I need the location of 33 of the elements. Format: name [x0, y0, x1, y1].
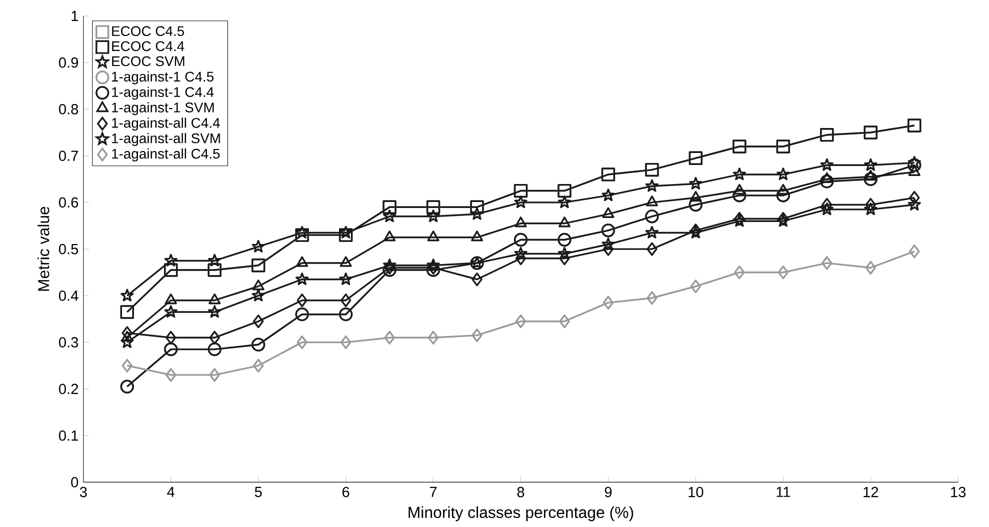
- x-tick-label: 4: [167, 486, 174, 497]
- y-tick-label: 0.9: [58, 57, 78, 68]
- y-axis-title: Metric value: [38, 206, 50, 291]
- y-tick-label: 0.5: [58, 244, 78, 254]
- x-tick-label: 10: [688, 486, 704, 498]
- y-tick-label: 0: [71, 477, 78, 488]
- x-tick-label: 12: [864, 486, 878, 498]
- x-axis-title: Minority classes percentage (%): [408, 506, 634, 522]
- legend-label: 1-against-all C4.4: [112, 118, 220, 131]
- legend-label: 1-against-1 SVM: [112, 102, 214, 116]
- y-tick-label: 0.3: [58, 337, 78, 348]
- legend-label: 1-against-1 C4.4: [112, 86, 214, 100]
- y-tick-label: 0.2: [58, 384, 78, 394]
- y-tick-label: 1: [72, 10, 78, 21]
- x-tick-label: 5: [254, 486, 262, 498]
- y-tick-label: 0.4: [58, 290, 78, 301]
- x-tick-label: 8: [517, 486, 524, 498]
- y-tick-label: 0.1: [58, 430, 78, 441]
- legend-label: 1-against-1 C4.5: [112, 71, 214, 84]
- legend-label: 1-against-all SVM: [112, 133, 220, 146]
- y-tick-label: 0.7: [58, 150, 78, 161]
- x-tick-label: 3: [80, 486, 87, 498]
- x-tick-label: 7: [430, 486, 437, 497]
- legend-label: ECOC C4.5: [112, 26, 184, 36]
- y-tick-label: 0.8: [58, 104, 78, 114]
- x-tick-label: 11: [776, 486, 790, 497]
- legend-label: ECOC SVM: [112, 56, 184, 66]
- legend-label: 1-against-all C4.5: [112, 148, 220, 162]
- x-tick-label: 13: [951, 486, 966, 498]
- legend-label: ECOC C4.4: [112, 41, 184, 52]
- x-tick-label: 9: [604, 486, 612, 498]
- x-tick-label: 6: [342, 486, 350, 498]
- y-tick-label: 0.6: [58, 197, 78, 208]
